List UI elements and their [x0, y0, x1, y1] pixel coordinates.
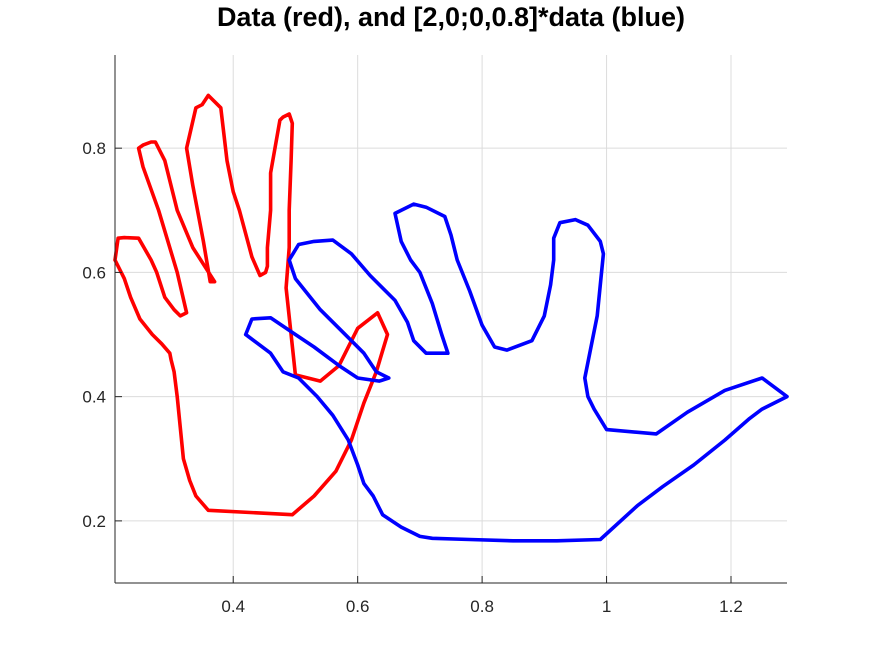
chart-title: Data (red), and [2,0;0,0.8]*data (blue) — [217, 2, 685, 32]
series-line-0 — [113, 93, 390, 517]
y-tick-label-2: 0.6 — [82, 263, 106, 282]
x-tick-label-1: 0.6 — [346, 597, 370, 616]
x-tick-label-4: 1.2 — [719, 597, 743, 616]
x-tick-label-0: 0.4 — [221, 597, 245, 616]
x-tick-label-2: 0.8 — [470, 597, 494, 616]
tick-labels: 0.4 0.6 0.8 1 1.2 0.2 0.4 0.6 0.8 — [82, 139, 742, 616]
grid-lines — [115, 55, 787, 583]
y-tick-label-3: 0.8 — [82, 139, 106, 158]
series-layer — [113, 93, 789, 543]
axes — [114, 55, 787, 584]
y-tick-label-0: 0.2 — [82, 512, 106, 531]
x-tick-label-3: 1 — [602, 597, 611, 616]
series-line-1 — [243, 202, 789, 543]
y-tick-label-1: 0.4 — [82, 388, 106, 407]
